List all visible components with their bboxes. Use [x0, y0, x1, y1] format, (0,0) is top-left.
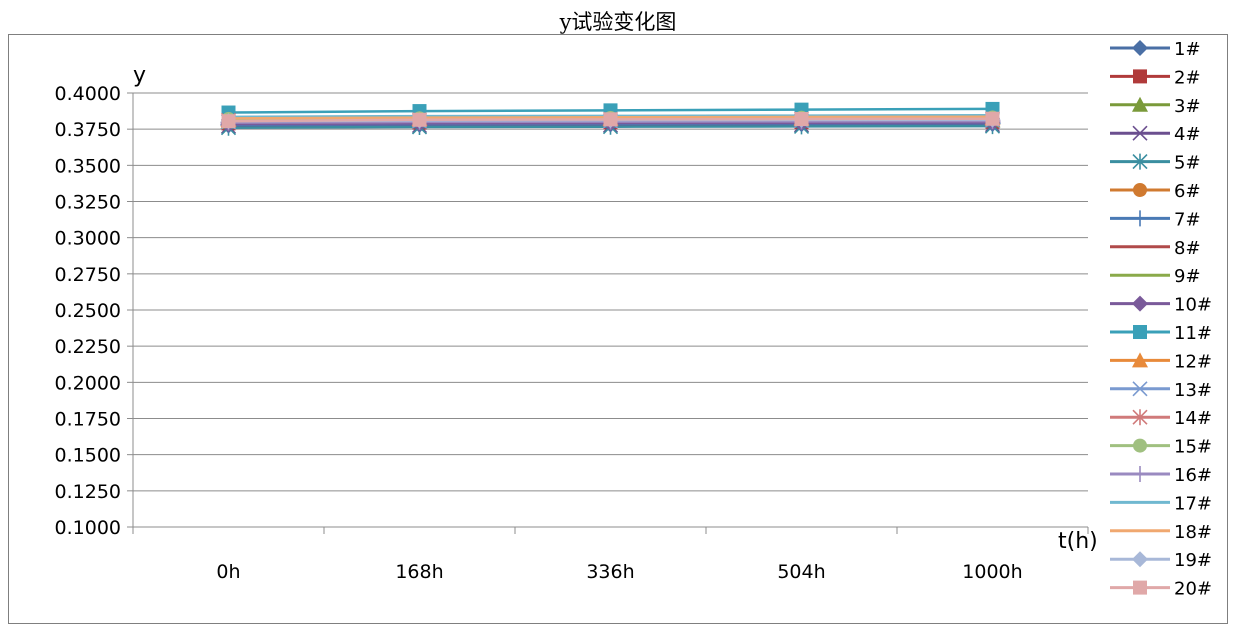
y-tick-label: 0.3500 [55, 155, 121, 177]
data-point [1133, 438, 1147, 453]
legend-item: 16# [1110, 465, 1212, 486]
data-point [794, 112, 809, 127]
y-tick-label: 0.1750 [55, 409, 121, 431]
gridlines [133, 92, 1088, 528]
legend-label: 18# [1174, 522, 1212, 543]
data-point [1132, 210, 1148, 227]
data-point [603, 112, 618, 127]
legend-item: 19# [1110, 550, 1212, 571]
legend: 1# 2# 3# 4# 5# 6# 7# 8# 9# 10# 11# 12# 13# 14# 15# 16# 1… [1110, 39, 1212, 600]
legend-item: 4# [1110, 124, 1201, 145]
legend-item: 9# [1110, 266, 1201, 287]
data-point [1132, 551, 1148, 568]
data-point [1132, 295, 1148, 312]
x-tick-label: 168h [395, 561, 443, 583]
data-point [1132, 153, 1148, 170]
y-tick-label: 0.3750 [55, 119, 121, 141]
data-point [1132, 409, 1148, 426]
legend-item: 20# [1110, 579, 1212, 600]
x-tick-label: 504h [777, 561, 825, 583]
y-tick-label: 0.1000 [55, 517, 121, 539]
legend-item: 11# [1110, 323, 1212, 344]
axes: 0.1000 0.1250 0.1500 0.1750 0.2000 0.2250 0.25… [55, 83, 1089, 583]
legend-label: 2# [1174, 67, 1201, 88]
legend-item: 3# [1110, 96, 1201, 117]
data-point [1132, 381, 1148, 397]
data-point [412, 112, 427, 127]
data-point [1132, 352, 1148, 368]
y-tick-label: 0.3000 [55, 228, 121, 250]
x-tick-label: 0h [216, 561, 240, 583]
legend-item: 5# [1110, 153, 1201, 174]
data-point [1132, 96, 1148, 112]
series-20# [221, 111, 1000, 129]
chart-title: y试验变化图 [559, 10, 677, 34]
legend-item: 1# [1110, 39, 1201, 60]
x-axis-label: t(h) [1058, 529, 1098, 554]
legend-label: 5# [1174, 153, 1201, 174]
legend-label: 12# [1174, 351, 1212, 372]
x-tick-label: 336h [586, 561, 634, 583]
data-point [221, 114, 236, 129]
data-point [1132, 466, 1148, 482]
legend-item: 13# [1110, 380, 1212, 401]
legend-label: 11# [1174, 323, 1212, 344]
data-point [1132, 125, 1148, 141]
legend-label: 16# [1174, 465, 1212, 486]
legend-label: 8# [1174, 238, 1201, 259]
legend-item: 15# [1110, 437, 1212, 458]
y-tick-label: 0.2500 [55, 300, 121, 322]
data-point [1133, 580, 1147, 595]
legend-item: 2# [1110, 67, 1201, 88]
legend-label: 4# [1174, 124, 1201, 145]
data-point [1133, 325, 1147, 339]
legend-label: 3# [1174, 96, 1201, 117]
data-point [985, 111, 1000, 126]
legend-label: 13# [1174, 380, 1212, 401]
y-tick-label: 0.1500 [55, 445, 121, 467]
legend-item: 10# [1110, 295, 1212, 316]
legend-label: 10# [1174, 295, 1212, 316]
legend-label: 20# [1174, 579, 1212, 600]
data-point [1132, 40, 1148, 56]
y-axis-label: y [133, 63, 146, 88]
legend-item: 7# [1110, 209, 1201, 230]
y-tick-label: 0.2000 [55, 372, 121, 394]
legend-item: 6# [1110, 181, 1201, 202]
legend-label: 19# [1174, 550, 1212, 571]
data-point [1133, 183, 1147, 197]
legend-item: 14# [1110, 408, 1212, 429]
chart-frame [8, 34, 1228, 624]
y-tick-label: 0.4000 [55, 83, 121, 105]
legend-item: 12# [1110, 351, 1212, 372]
legend-label: 7# [1174, 209, 1201, 230]
legend-item: 18# [1110, 522, 1212, 543]
legend-label: 1# [1174, 39, 1201, 60]
y-tick-label: 0.1250 [55, 481, 121, 503]
legend-label: 9# [1174, 266, 1201, 287]
y-tick-label: 0.3250 [55, 192, 121, 214]
y-tick-label: 0.2750 [55, 264, 121, 286]
legend-item: 17# [1110, 493, 1212, 514]
legend-label: 15# [1174, 437, 1212, 458]
legend-label: 17# [1174, 493, 1212, 514]
y-tick-label: 0.2250 [55, 336, 121, 358]
legend-item: 8# [1110, 238, 1201, 259]
series-lines [220, 101, 1001, 136]
data-point [1133, 69, 1147, 84]
legend-label: 14# [1174, 408, 1212, 429]
x-tick-label: 1000h [962, 561, 1022, 583]
legend-label: 6# [1174, 181, 1201, 202]
